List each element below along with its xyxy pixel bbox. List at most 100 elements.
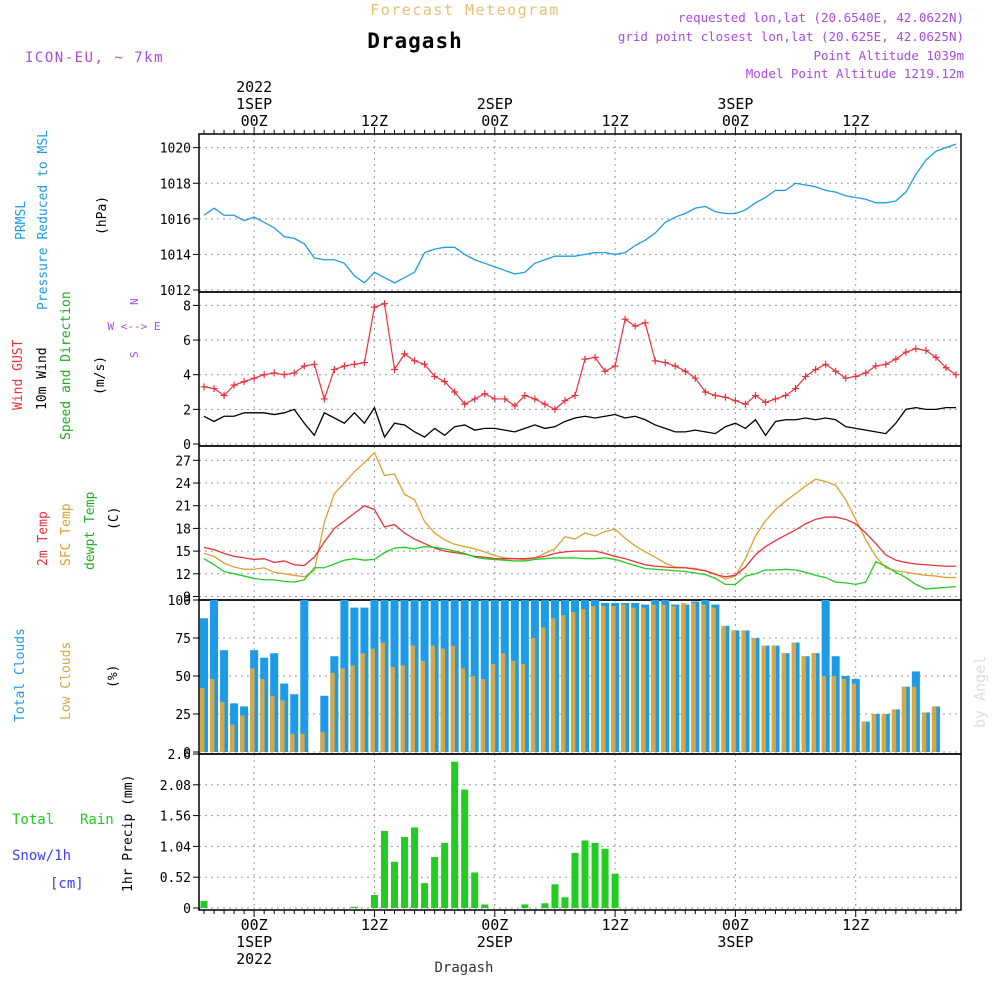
top-time-label: 3SEP [717, 95, 753, 113]
wind-gust-marker [380, 300, 388, 308]
low-cloud-bar [330, 672, 335, 752]
precip-bar [370, 894, 378, 908]
precip-bar [380, 831, 388, 908]
low-cloud-bar [260, 679, 265, 752]
wind-gust-marker [691, 374, 699, 382]
low-cloud-bar [340, 668, 345, 752]
pressure-ytick-label: 1018 [160, 177, 191, 192]
top-time-label: 12Z [361, 112, 388, 130]
wind-gust-marker [922, 346, 930, 354]
wind-gust-marker [751, 391, 759, 399]
wind-gust-marker [260, 371, 268, 379]
total-cloud-bar [210, 600, 219, 752]
top-time-label: 00Z [481, 112, 508, 130]
total-cloud-bar [220, 650, 229, 752]
wind-gust-marker [491, 395, 499, 403]
wind-gust-marker [370, 303, 378, 311]
wind-gust-marker [360, 359, 368, 367]
bottom-time-label: 3SEP [717, 933, 753, 951]
low-cloud-bar [530, 638, 536, 752]
wind-gust-marker [531, 395, 539, 403]
wind-gust-marker [320, 395, 328, 403]
model-altitude: Model Point Altitude 1219.12m [746, 66, 964, 81]
precip-label-total: Total [12, 812, 54, 828]
low-cloud-bar [540, 627, 546, 752]
low-cloud-bar [200, 688, 205, 752]
wind-gust-marker [731, 397, 739, 405]
wind-gust-marker [832, 367, 840, 375]
low-cloud-bar [751, 638, 756, 752]
wind-gust-marker [701, 388, 709, 396]
compass-south: S [128, 351, 141, 358]
wind-ytick-label: 6 [183, 334, 191, 349]
clouds-label-unit: (%) [106, 665, 121, 688]
wind-label-10m: 10m Wind [35, 347, 50, 410]
low-cloud-bar [510, 660, 516, 752]
top-time-label: 1SEP [236, 95, 272, 113]
low-cloud-bar [550, 618, 556, 752]
bottom-time-label: 00Z [722, 916, 749, 934]
top-time-label: 12Z [602, 112, 629, 130]
wind-gust-marker [481, 390, 489, 398]
temp-label-dew: dewpt Temp [83, 492, 98, 570]
wind-gust-marker [601, 367, 609, 375]
wind-gust-marker [671, 362, 679, 370]
total-cloud-bar [320, 695, 329, 752]
requested-coords: requested lon,lat (20.6540E, 42.0622N) [678, 10, 964, 25]
bottom-time-label: 1SEP [236, 933, 272, 951]
precip-ytick-label: 0.52 [160, 871, 191, 886]
wind-gust-marker [501, 395, 509, 403]
precip-ytick-label: 2.6 [168, 748, 191, 763]
low-cloud-bar [811, 653, 817, 752]
bottom-time-label: 12Z [602, 916, 629, 934]
low-cloud-bar [380, 642, 385, 752]
wind-gust-marker [872, 362, 880, 370]
low-cloud-bar [641, 607, 646, 752]
low-cloud-bar [440, 648, 446, 752]
precip-label-snow: Snow/1h [12, 848, 71, 864]
low-cloud-bar [490, 663, 496, 752]
low-cloud-bar [220, 701, 225, 752]
precip-bar [591, 842, 599, 908]
wind-gust-marker [772, 395, 780, 403]
temperature-ytick-label: 24 [175, 477, 191, 492]
low-cloud-bar [290, 733, 295, 752]
top-time-label: 2SEP [477, 95, 513, 113]
wind-gust-marker [270, 369, 278, 377]
wind-gust-marker [661, 359, 669, 367]
wind-gust-marker [571, 391, 579, 399]
wind-gust-marker [290, 369, 298, 377]
pressure-label-prmsl: PRMSL [14, 201, 29, 240]
wind-gust-marker [581, 355, 589, 363]
precip-bar [521, 904, 529, 908]
low-cloud-bar [931, 706, 937, 752]
low-cloud-bar [891, 709, 897, 752]
low-cloud-bar [671, 606, 676, 752]
wind-gust-marker [942, 364, 950, 372]
wind-gust-marker [240, 378, 248, 386]
wind-gust-marker [812, 366, 820, 373]
pressure-line [203, 143, 957, 284]
low-cloud-bar [240, 715, 245, 752]
temperature-t2m-line [203, 504, 956, 578]
low-cloud-bar [711, 607, 716, 752]
temperature-frame [198, 445, 962, 601]
bottom-time-label: 2022 [236, 950, 272, 968]
wind-gust-marker [621, 315, 629, 323]
low-cloud-bar [871, 714, 877, 752]
panels: 1012101410161018102002468912151821242702… [11, 78, 962, 968]
low-cloud-bar [560, 615, 566, 752]
low-cloud-bar [370, 648, 375, 752]
pressure-frame [198, 133, 962, 293]
wind-gust-marker [330, 366, 338, 373]
pressure-ytick-label: 1016 [160, 213, 191, 228]
point-altitude: Point Altitude 1039m [813, 48, 964, 63]
clouds-label-total: Total Clouds [13, 628, 28, 722]
wind-gust-marker [511, 402, 519, 410]
wind-frame [198, 291, 962, 447]
low-cloud-bar [861, 721, 867, 752]
low-cloud-bar [841, 679, 847, 752]
wind-gust-marker [641, 319, 649, 327]
